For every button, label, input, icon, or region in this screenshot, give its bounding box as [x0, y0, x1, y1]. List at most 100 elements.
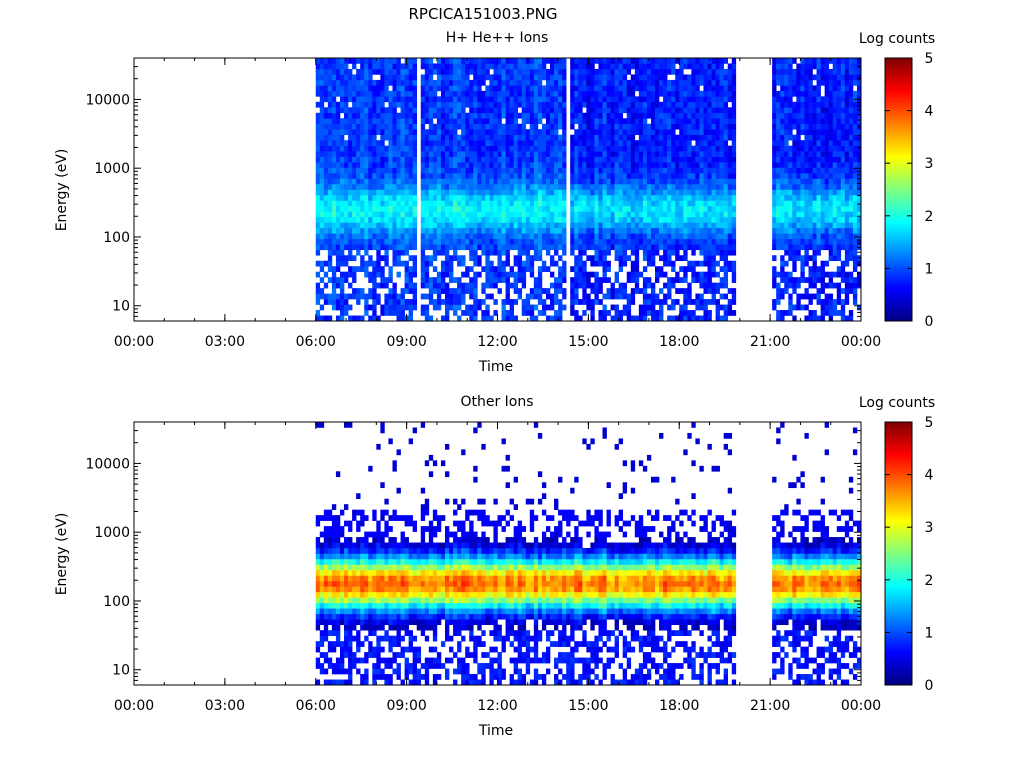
heatmap-cell [339, 249, 345, 256]
heatmap-cell [570, 68, 575, 75]
heatmap-cell [392, 189, 397, 196]
heatmap-cell [493, 63, 498, 70]
heatmap-cell [356, 216, 361, 223]
heatmap-cell [655, 167, 660, 174]
heatmap-cell [509, 310, 514, 316]
heatmap-cell [541, 205, 547, 212]
heatmap-cell [420, 101, 426, 108]
heatmap-cell [376, 173, 381, 179]
heatmap-cell [650, 310, 656, 316]
heatmap-cell [396, 173, 401, 179]
heatmap-cell [610, 162, 615, 168]
heatmap-cell [364, 63, 369, 70]
heatmap-cell [440, 249, 446, 256]
heatmap-cell [339, 288, 345, 294]
heatmap-cell [574, 293, 579, 300]
heatmap-cell [646, 101, 652, 108]
heatmap-cell [679, 101, 684, 108]
heatmap-cell [558, 112, 563, 119]
heatmap-cell [788, 107, 793, 114]
heatmap-cell [436, 140, 442, 146]
heatmap-cell [828, 211, 834, 218]
heatmap-cell [715, 249, 720, 256]
heatmap-cell [816, 222, 821, 229]
heatmap-cell [315, 249, 321, 256]
heatmap-cell [489, 74, 494, 81]
heatmap-cell [493, 194, 498, 201]
heatmap-cell [412, 293, 418, 300]
heatmap-cell [372, 90, 377, 97]
heatmap-cell [477, 167, 482, 174]
heatmap-cell [638, 222, 644, 229]
heatmap-cell [477, 255, 482, 262]
heatmap-cell [663, 173, 668, 179]
heatmap-cell [473, 238, 478, 245]
heatmap-cell [808, 118, 813, 125]
heatmap-cell [703, 90, 708, 97]
heatmap-cell [420, 189, 426, 196]
heatmap-cell [400, 249, 405, 256]
heatmap-cell [554, 129, 559, 136]
heatmap-cell [731, 189, 737, 196]
heatmap-cell [602, 260, 607, 267]
heatmap-cell [812, 140, 817, 146]
heatmap-cell [319, 58, 325, 64]
heatmap-cell [388, 233, 393, 240]
heatmap-cell [481, 249, 486, 256]
heatmap-cell [723, 134, 729, 141]
heatmap-cell [578, 90, 583, 97]
heatmap-cell [525, 299, 531, 305]
heatmap-cell [663, 129, 668, 136]
heatmap-cell [485, 216, 490, 223]
heatmap-cell [545, 140, 551, 146]
heatmap-cell [784, 101, 789, 108]
heatmap-cell [816, 79, 821, 86]
heatmap-cell [339, 260, 345, 267]
heatmap-cell [808, 96, 813, 103]
heatmap-cell [420, 227, 426, 234]
heatmap-cell [521, 211, 527, 218]
heatmap-cell [348, 129, 353, 136]
heatmap-cell [570, 112, 575, 119]
heatmap-cell [376, 145, 381, 152]
heatmap-cell [509, 205, 514, 212]
heatmap-cell [509, 112, 514, 119]
heatmap-cell [731, 112, 737, 119]
heatmap-cell [469, 79, 474, 86]
heatmap-cell [444, 63, 450, 70]
heatmap-cell [808, 140, 813, 146]
heatmap-cell [715, 101, 720, 108]
heatmap-cell [461, 112, 466, 119]
heatmap-cell [630, 293, 636, 300]
heatmap-cell [432, 140, 438, 146]
heatmap-cell [772, 222, 777, 229]
heatmap-cell [796, 277, 801, 283]
heatmap-cell [622, 184, 628, 190]
heatmap-cell [574, 90, 579, 97]
heatmap-cell [630, 90, 636, 97]
heatmap-cell [368, 162, 373, 168]
heatmap-cell [570, 194, 575, 201]
heatmap-cell [638, 140, 644, 146]
heatmap-cell [683, 107, 688, 114]
heatmap-cell [671, 238, 676, 245]
heatmap-cell [691, 227, 696, 234]
heatmap-cell [533, 140, 539, 146]
heatmap-cell [784, 310, 789, 316]
heatmap-cell [598, 194, 603, 201]
heatmap-cell [453, 68, 458, 75]
heatmap-cell [574, 189, 579, 196]
heatmap-cell [545, 189, 551, 196]
heatmap-cell [432, 189, 438, 196]
heatmap-cell [509, 101, 514, 108]
heatmap-cell [578, 162, 583, 168]
heatmap-cell [541, 304, 547, 311]
heatmap-cell [642, 233, 648, 240]
heatmap-cell [804, 216, 809, 223]
heatmap-cell [449, 129, 454, 136]
heatmap-cell [501, 249, 506, 256]
heatmap-cell [630, 189, 636, 196]
heatmap-cell [727, 205, 733, 212]
heatmap-cell [521, 277, 527, 283]
heatmap-cell [420, 249, 426, 256]
